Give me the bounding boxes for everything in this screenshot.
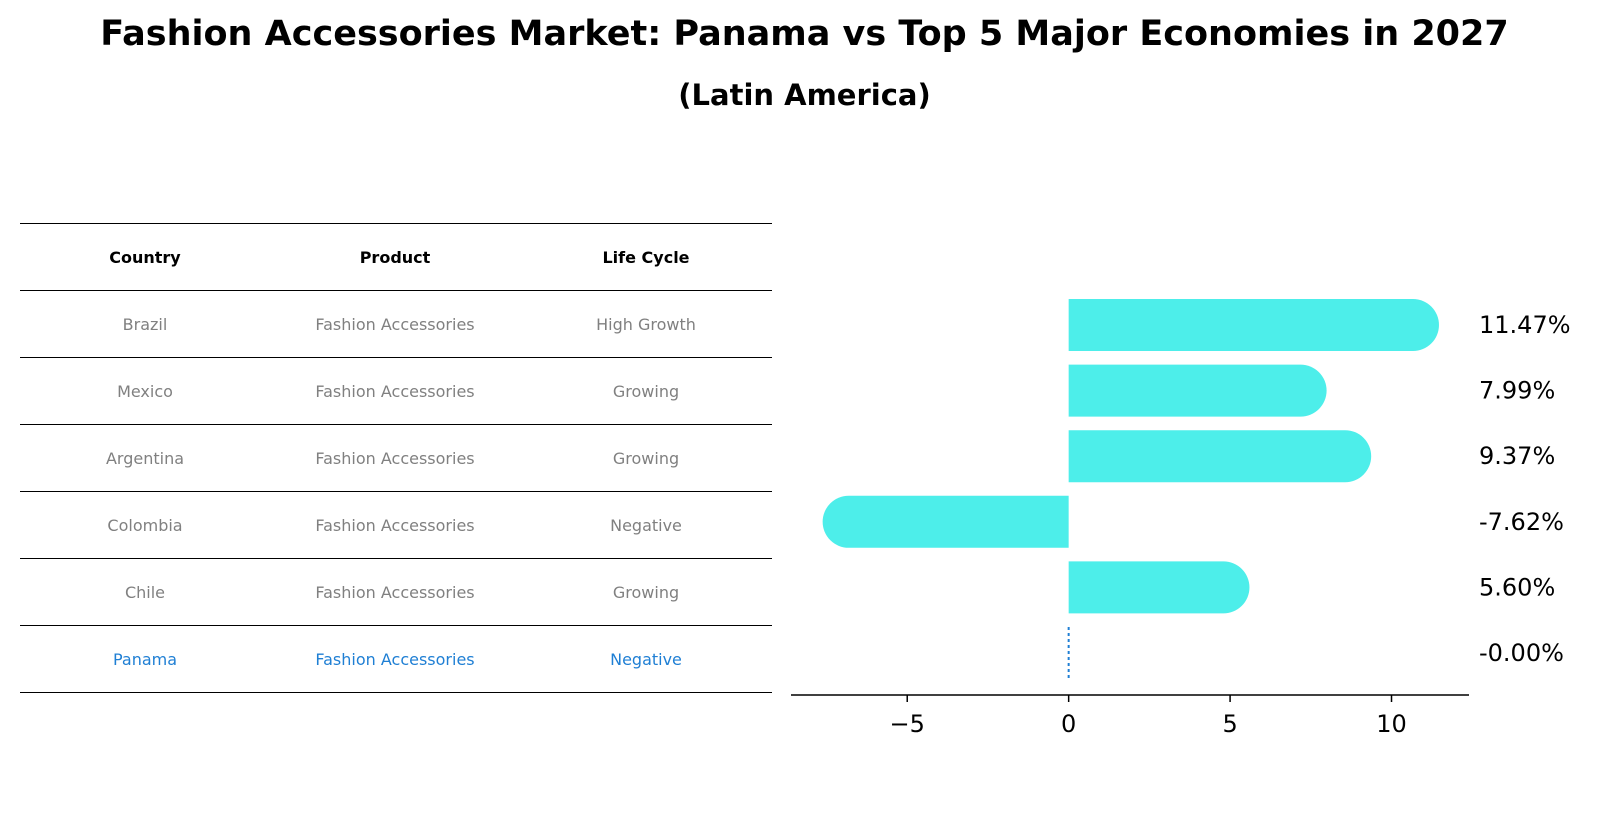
cell-country: Brazil [122, 314, 168, 334]
table-header-row: Country Product Life Cycle [20, 223, 772, 291]
cell-life-cycle: Growing [612, 448, 680, 468]
bar [1068, 561, 1250, 614]
cell-life-cycle: High Growth [596, 314, 696, 334]
cell-product: Fashion Accessories [315, 515, 475, 535]
cell-product: Fashion Accessories [315, 448, 475, 468]
header-country: Country [109, 247, 181, 267]
bar [822, 495, 1069, 548]
header-product: Product [359, 247, 431, 267]
cell-life-cycle: Negative [610, 515, 682, 535]
table-row: Brazil Fashion Accessories High Growth [20, 291, 772, 358]
cell-country: Mexico [117, 381, 173, 401]
cell-product: Fashion Accessories [315, 582, 475, 602]
bar-value-label: 5.60% [1479, 573, 1555, 601]
data-table: Country Product Life Cycle Brazil Fashio… [20, 223, 772, 693]
cell-country: Panama [112, 649, 178, 669]
cell-country: Argentina [105, 448, 185, 468]
bar [1068, 364, 1327, 417]
cell-life-cycle: Negative [610, 649, 682, 669]
cell-product: Fashion Accessories [315, 314, 475, 334]
bar-value-label: -7.62% [1479, 508, 1564, 536]
bar-value-label: 7.99% [1479, 377, 1555, 405]
table-row: Colombia Fashion Accessories Negative [20, 492, 772, 559]
bar-value-label: 9.37% [1479, 442, 1555, 470]
cell-country: Colombia [107, 515, 183, 535]
x-tick-label: −5 [890, 710, 925, 738]
x-tick-label: 5 [1222, 710, 1237, 738]
chart-subtitle: (Latin America) [678, 78, 931, 112]
table-row: Mexico Fashion Accessories Growing [20, 358, 772, 425]
x-tick-label: 10 [1376, 710, 1407, 738]
cell-product: Fashion Accessories [315, 381, 475, 401]
cell-life-cycle: Growing [612, 582, 680, 602]
cell-product: Fashion Accessories [315, 649, 475, 669]
bar [1068, 430, 1372, 483]
table-row: Argentina Fashion Accessories Growing [20, 425, 772, 492]
table-row: Chile Fashion Accessories Growing [20, 559, 772, 626]
bar-value-label: -0.00% [1479, 639, 1564, 667]
cell-life-cycle: Growing [612, 381, 680, 401]
bar [1068, 299, 1439, 351]
x-tick-label: 0 [1061, 710, 1076, 738]
cell-country: Chile [124, 582, 166, 602]
header-life-cycle: Life Cycle [602, 247, 690, 267]
bar-value-label: 11.47% [1479, 311, 1571, 339]
table-row-highlighted: Panama Fashion Accessories Negative [20, 626, 772, 693]
chart-title: Fashion Accessories Market: Panama vs To… [100, 14, 1509, 54]
